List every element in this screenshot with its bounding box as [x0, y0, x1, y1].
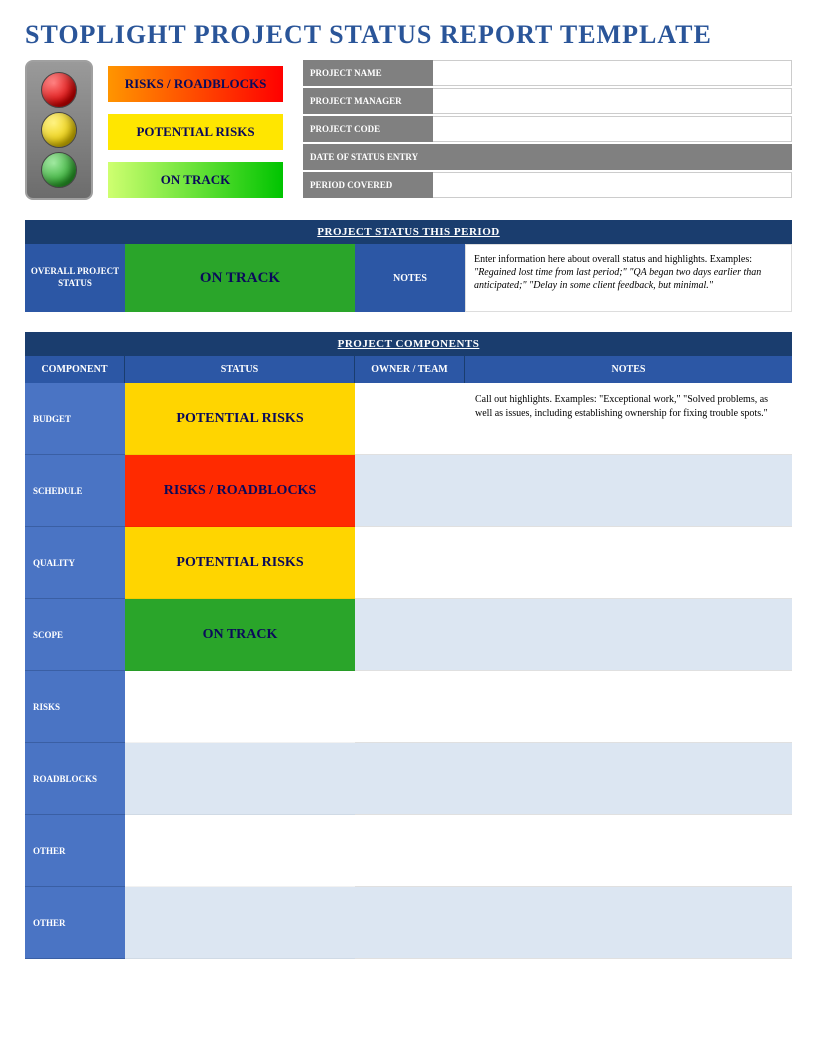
project-code-field[interactable]	[433, 116, 792, 142]
table-row: RISKS	[25, 671, 792, 743]
component-status: POTENTIAL RISKS	[125, 527, 355, 599]
notes-example: "Regained lost time from last period;" "…	[474, 267, 761, 291]
period-covered-field[interactable]	[433, 172, 792, 198]
notes-intro: Enter information here about overall sta…	[474, 254, 752, 265]
component-owner[interactable]	[355, 671, 465, 743]
table-row: OTHER	[25, 815, 792, 887]
col-component: COMPONENT	[25, 356, 125, 383]
col-owner: OWNER / TEAM	[355, 356, 465, 383]
light-red-icon	[41, 72, 77, 108]
components-header: PROJECT COMPONENTS	[25, 332, 792, 356]
legend-green: ON TRACK	[108, 162, 283, 198]
table-row: ROADBLOCKS	[25, 743, 792, 815]
project-info-box: PROJECT NAME PROJECT MANAGER PROJECT COD…	[303, 60, 792, 200]
light-green-icon	[41, 152, 77, 188]
col-notes: NOTES	[465, 356, 792, 383]
project-name-label: PROJECT NAME	[303, 60, 433, 86]
component-owner[interactable]	[355, 383, 465, 455]
component-notes[interactable]	[465, 599, 792, 671]
col-status: STATUS	[125, 356, 355, 383]
status-section: PROJECT STATUS THIS PERIOD OVERALL PROJE…	[25, 220, 792, 312]
component-label: BUDGET	[25, 383, 125, 455]
date-of-status-label: DATE OF STATUS ENTRY	[303, 144, 792, 170]
component-notes[interactable]	[465, 815, 792, 887]
component-notes[interactable]	[465, 527, 792, 599]
project-manager-label: PROJECT MANAGER	[303, 88, 433, 114]
project-name-field[interactable]	[433, 60, 792, 86]
overall-notes-label: NOTES	[355, 244, 465, 312]
overall-status-label: OVERALL PROJECT STATUS	[25, 244, 125, 312]
top-section: RISKS / ROADBLOCKS POTENTIAL RISKS ON TR…	[25, 60, 792, 200]
status-section-header: PROJECT STATUS THIS PERIOD	[25, 220, 792, 244]
component-status	[125, 815, 355, 887]
components-section: PROJECT COMPONENTS COMPONENT STATUS OWNE…	[25, 332, 792, 959]
component-notes[interactable]	[465, 671, 792, 743]
component-status: RISKS / ROADBLOCKS	[125, 455, 355, 527]
period-covered-label: PERIOD COVERED	[303, 172, 433, 198]
component-owner[interactable]	[355, 815, 465, 887]
component-status: ON TRACK	[125, 599, 355, 671]
legend-yellow: POTENTIAL RISKS	[108, 114, 283, 150]
project-code-label: PROJECT CODE	[303, 116, 433, 142]
component-owner[interactable]	[355, 455, 465, 527]
component-label: QUALITY	[25, 527, 125, 599]
table-row: SCOPEON TRACK	[25, 599, 792, 671]
page-title: STOPLIGHT PROJECT STATUS REPORT TEMPLATE	[25, 20, 792, 50]
component-label: SCHEDULE	[25, 455, 125, 527]
component-label: SCOPE	[25, 599, 125, 671]
component-notes[interactable]	[465, 743, 792, 815]
component-owner[interactable]	[355, 599, 465, 671]
component-notes[interactable]: Call out highlights. Examples: "Exceptio…	[465, 383, 792, 455]
component-status	[125, 671, 355, 743]
table-row: SCHEDULERISKS / ROADBLOCKS	[25, 455, 792, 527]
component-notes[interactable]	[465, 887, 792, 959]
component-status	[125, 887, 355, 959]
component-owner[interactable]	[355, 527, 465, 599]
component-notes[interactable]	[465, 455, 792, 527]
overall-notes-text[interactable]: Enter information here about overall sta…	[465, 244, 792, 312]
component-label: ROADBLOCKS	[25, 743, 125, 815]
light-yellow-icon	[41, 112, 77, 148]
component-owner[interactable]	[355, 887, 465, 959]
component-label: OTHER	[25, 815, 125, 887]
legend-labels: RISKS / ROADBLOCKS POTENTIAL RISKS ON TR…	[108, 60, 283, 200]
component-status	[125, 743, 355, 815]
table-row: BUDGETPOTENTIAL RISKS Call out highlights…	[25, 383, 792, 455]
table-row: QUALITYPOTENTIAL RISKS	[25, 527, 792, 599]
components-rows: BUDGETPOTENTIAL RISKS Call out highlights…	[25, 383, 792, 959]
legend-red: RISKS / ROADBLOCKS	[108, 66, 283, 102]
overall-status-value: ON TRACK	[125, 244, 355, 312]
table-row: OTHER	[25, 887, 792, 959]
component-owner[interactable]	[355, 743, 465, 815]
component-status: POTENTIAL RISKS	[125, 383, 355, 455]
component-label: OTHER	[25, 887, 125, 959]
component-label: RISKS	[25, 671, 125, 743]
stoplight-icon	[25, 60, 93, 200]
project-manager-field[interactable]	[433, 88, 792, 114]
legend-area: RISKS / ROADBLOCKS POTENTIAL RISKS ON TR…	[25, 60, 283, 200]
components-columns: COMPONENT STATUS OWNER / TEAM NOTES	[25, 356, 792, 383]
